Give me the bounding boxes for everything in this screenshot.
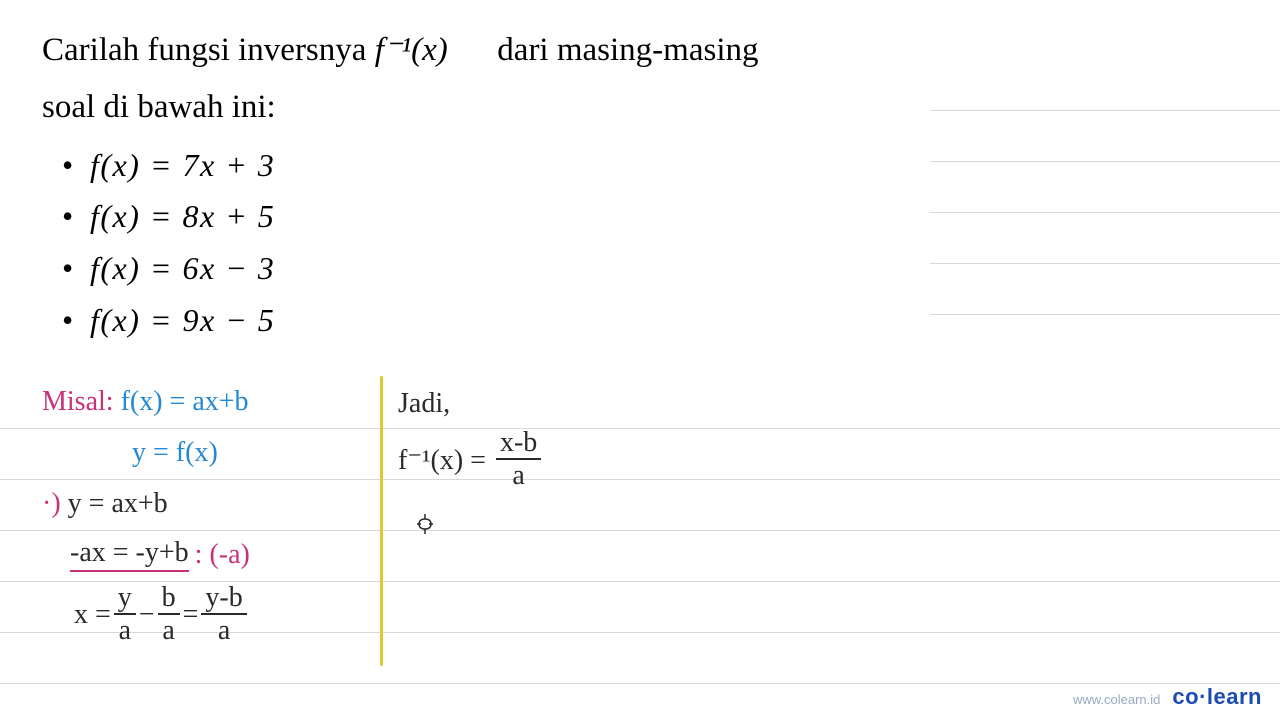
equation-list: •f(x) = 7x + 3 •f(x) = 8x + 5 •f(x) = 6x…	[42, 140, 1238, 347]
list-item: •f(x) = 7x + 3	[62, 140, 1238, 192]
minus-sign: −	[139, 599, 155, 631]
question-line-2: soal di bawah ini:	[42, 81, 1238, 134]
x-equals: x =	[74, 599, 111, 631]
question-prefix: Carilah fungsi inversnya	[42, 32, 375, 68]
fraction-yb-over-a: y-b a	[201, 584, 246, 645]
bullet-dot: ·)	[42, 488, 61, 520]
equals-sign: =	[183, 599, 199, 631]
question-suffix: dari masing-masing	[497, 32, 758, 68]
jadi-label: Jadi,	[398, 388, 450, 420]
footer: www.colearn.id co·learn	[1073, 684, 1262, 710]
misal-label: Misal:	[42, 386, 114, 418]
fraction-b-over-a: b a	[158, 584, 180, 645]
misal-equation: f(x) = ax+b	[121, 386, 249, 418]
y-equals-axb: y = ax+b	[68, 488, 168, 520]
footer-url: www.colearn.id	[1073, 692, 1160, 707]
list-item: •f(x) = 6x − 3	[62, 243, 1238, 295]
footer-logo: co·learn	[1172, 684, 1262, 710]
fraction-y-over-a: y a	[114, 584, 136, 645]
divide-neg-a: : (-a)	[195, 539, 250, 571]
handwriting-right-column: Jadi, f⁻¹(x) = x-b a	[398, 378, 544, 490]
question-line-1: Carilah fungsi inversnya f⁻¹(x) dari mas…	[42, 24, 1238, 77]
list-item: •f(x) = 9x − 5	[62, 295, 1238, 347]
list-item: •f(x) = 8x + 5	[62, 191, 1238, 243]
fraction-xb-over-a: x-b a	[496, 429, 541, 490]
neg-ax-equation: -ax = -y+b	[70, 537, 189, 572]
f-inverse-equals: f⁻¹(x) =	[398, 443, 486, 477]
f-inverse-notation: f⁻¹(x)	[375, 32, 448, 68]
y-equals-fx: y = f(x)	[132, 437, 218, 469]
